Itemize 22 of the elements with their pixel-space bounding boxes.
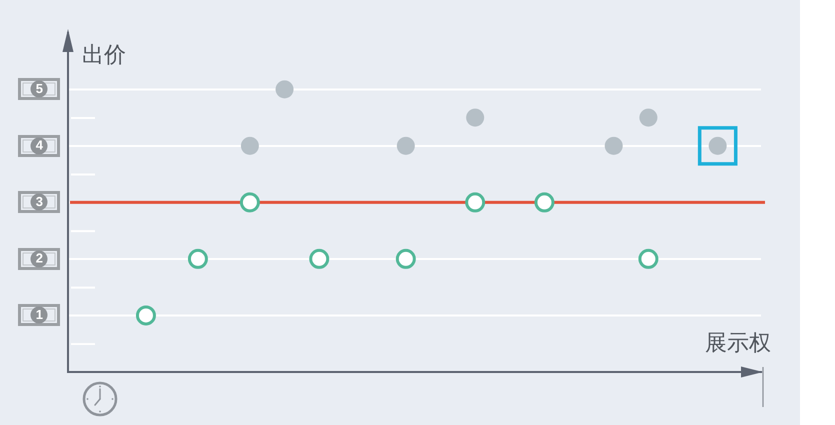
y-tick-label: 4 [36,137,44,152]
point [604,136,623,155]
point [396,136,415,155]
point [396,248,416,269]
point [465,192,486,212]
y-tick-label: 2 [36,250,43,266]
point [534,192,554,212]
point [466,108,484,127]
y-tick-label: 1 [36,307,43,322]
point [309,248,330,269]
x-axis-title: 展示权 [705,330,771,356]
point [276,80,294,98]
y-tick-label: 3 [36,194,43,209]
point [240,192,260,212]
point [698,126,738,166]
y-tick-label: 5 [36,80,43,96]
y-axis-title: 出价 [82,42,126,67]
point [136,305,156,326]
point [639,108,658,127]
point [638,248,658,269]
point [240,136,259,155]
point [188,248,208,269]
